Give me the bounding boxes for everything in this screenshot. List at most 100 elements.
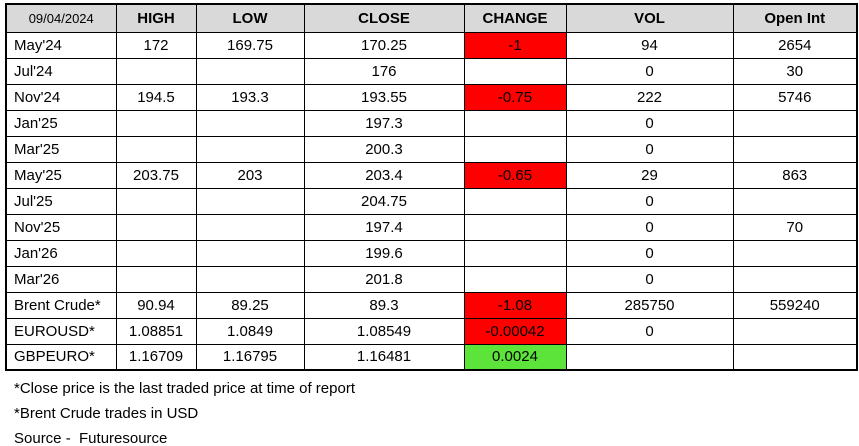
close-cell: 89.3: [303, 291, 465, 319]
contract-cell: EUROUSD*: [5, 317, 117, 345]
contract-cell: Jul'25: [5, 187, 117, 215]
change-cell: [463, 239, 567, 267]
open-int-cell: 70: [732, 213, 858, 241]
contract-cell: May'25: [5, 161, 117, 189]
vol-cell: 0: [565, 57, 734, 85]
table-row: Jul'25 204.75 0: [5, 187, 858, 215]
footnote-brent-usd: *Brent Crude trades in USD: [14, 405, 199, 422]
close-cell: 193.55: [303, 83, 465, 111]
high-cell: [115, 187, 197, 215]
high-cell: 1.08851: [115, 317, 197, 345]
footnote-source: Source - Futuresource: [14, 430, 168, 446]
close-cell: 1.16481: [303, 343, 465, 371]
table-row: Brent Crude* 90.94 89.25 89.3 -1.08 285750 559…: [5, 291, 858, 319]
change-cell: -1.08: [463, 291, 567, 319]
open-int-cell: 2654: [732, 31, 858, 59]
high-cell: 194.5: [115, 83, 197, 111]
change-cell: [463, 187, 567, 215]
price-table-body: May'24 172 169.75 170.25 -1 94 2654 Jul'24 176 0 3…: [5, 31, 858, 371]
open-int-cell: [732, 343, 858, 371]
contract-cell: Jan'25: [5, 109, 117, 137]
vol-cell: 94: [565, 31, 734, 59]
low-cell: [195, 57, 305, 85]
low-cell: 89.25: [195, 291, 305, 319]
high-cell: [115, 265, 197, 293]
open-int-cell: 30: [732, 57, 858, 85]
close-cell: 197.4: [303, 213, 465, 241]
low-cell: [195, 135, 305, 163]
open-int-cell: [732, 109, 858, 137]
low-cell: [195, 109, 305, 137]
table-row: GBPEURO* 1.16709 1.16795 1.16481 0.0024: [5, 343, 858, 371]
col-header-vol: VOL: [565, 3, 734, 33]
high-cell: [115, 213, 197, 241]
close-cell: 197.3: [303, 109, 465, 137]
vol-cell: 0: [565, 265, 734, 293]
table-row: Jan'25 197.3 0: [5, 109, 858, 137]
open-int-cell: 559240: [732, 291, 858, 319]
open-int-cell: [732, 187, 858, 215]
change-cell: -0.00042: [463, 317, 567, 345]
change-cell: [463, 213, 567, 241]
high-cell: [115, 239, 197, 267]
open-int-cell: [732, 317, 858, 345]
close-cell: 170.25: [303, 31, 465, 59]
vol-cell: 222: [565, 83, 734, 111]
low-cell: 193.3: [195, 83, 305, 111]
table-row: Mar'26 201.8 0: [5, 265, 858, 293]
high-cell: [115, 135, 197, 163]
vol-cell: 29: [565, 161, 734, 189]
col-header-open-int: Open Int: [732, 3, 858, 33]
high-cell: 203.75: [115, 161, 197, 189]
change-cell: [463, 109, 567, 137]
high-cell: [115, 57, 197, 85]
close-cell: 201.8: [303, 265, 465, 293]
low-cell: [195, 265, 305, 293]
close-cell: 200.3: [303, 135, 465, 163]
vol-cell: [565, 343, 734, 371]
low-cell: 1.16795: [195, 343, 305, 371]
table-row: EUROUSD* 1.08851 1.0849 1.08549 -0.00042 0: [5, 317, 858, 345]
vol-cell: 0: [565, 187, 734, 215]
close-cell: 203.4: [303, 161, 465, 189]
vol-cell: 0: [565, 239, 734, 267]
contract-cell: Jan'26: [5, 239, 117, 267]
futures-price-table: 09/04/2024 HIGH LOW CLOSE CHANGE VOL Ope…: [5, 3, 858, 371]
low-cell: 1.0849: [195, 317, 305, 345]
contract-cell: Mar'25: [5, 135, 117, 163]
open-int-cell: [732, 265, 858, 293]
change-cell: -0.75: [463, 83, 567, 111]
close-cell: 204.75: [303, 187, 465, 215]
open-int-cell: [732, 135, 858, 163]
close-cell: 1.08549: [303, 317, 465, 345]
open-int-cell: [732, 239, 858, 267]
table-row: May'24 172 169.75 170.25 -1 94 2654: [5, 31, 858, 59]
vol-cell: 0: [565, 109, 734, 137]
report-date: 09/04/2024: [5, 3, 117, 33]
open-int-cell: 5746: [732, 83, 858, 111]
table-row: Nov'24 194.5 193.3 193.55 -0.75 222 5746: [5, 83, 858, 111]
footnote-close-price: *Close price is the last traded price at…: [14, 380, 355, 397]
change-cell: [463, 265, 567, 293]
change-cell: -0.65: [463, 161, 567, 189]
change-cell: [463, 57, 567, 85]
open-int-cell: 863: [732, 161, 858, 189]
high-cell: 90.94: [115, 291, 197, 319]
vol-cell: 0: [565, 213, 734, 241]
col-header-low: LOW: [195, 3, 305, 33]
low-cell: [195, 239, 305, 267]
low-cell: [195, 213, 305, 241]
change-cell: [463, 135, 567, 163]
table-row: Mar'25 200.3 0: [5, 135, 858, 163]
contract-cell: GBPEURO*: [5, 343, 117, 371]
vol-cell: 0: [565, 317, 734, 345]
contract-cell: Mar'26: [5, 265, 117, 293]
col-header-close: CLOSE: [303, 3, 465, 33]
col-header-high: HIGH: [115, 3, 197, 33]
change-cell: -1: [463, 31, 567, 59]
high-cell: [115, 109, 197, 137]
low-cell: 203: [195, 161, 305, 189]
high-cell: 172: [115, 31, 197, 59]
contract-cell: Brent Crude*: [5, 291, 117, 319]
